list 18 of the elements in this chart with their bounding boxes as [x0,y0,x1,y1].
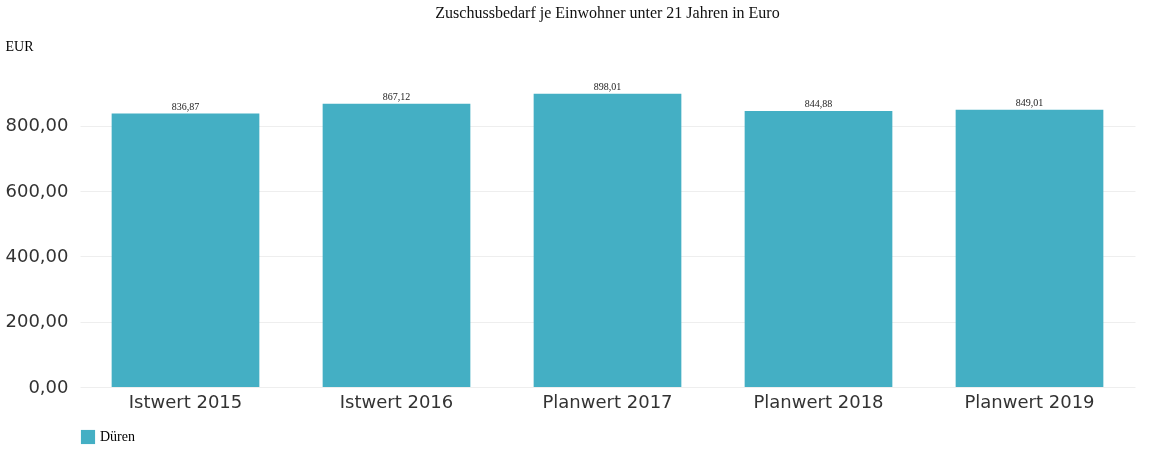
data-label: 849,01 [1015,96,1044,108]
chart-title: Zuschussbedarf je Einwohner unter 21 Jahren in Euro [435,4,780,22]
data-label: 867,12 [382,90,411,102]
y-axis-title: EUR [5,38,35,54]
data-label: 844,88 [804,98,833,110]
x-tick-label: Planwert 2018 [753,390,884,412]
x-tick-label: Istwert 2015 [128,390,243,412]
y-tick-label: 600,00 [5,179,69,201]
x-tick-label: Planwert 2019 [964,390,1095,412]
y-tick-label: 800,00 [5,114,69,136]
y-tick-label: 0,00 [28,375,69,397]
data-label: 836,87 [171,100,200,112]
y-tick-label: 200,00 [5,310,69,332]
legend-label: Düren [100,429,135,444]
x-tick-label: Planwert 2017 [542,390,673,412]
y-tick-label: 400,00 [5,244,69,266]
data-label: 898,01 [593,80,622,92]
x-tick-label: Istwert 2016 [339,390,454,412]
